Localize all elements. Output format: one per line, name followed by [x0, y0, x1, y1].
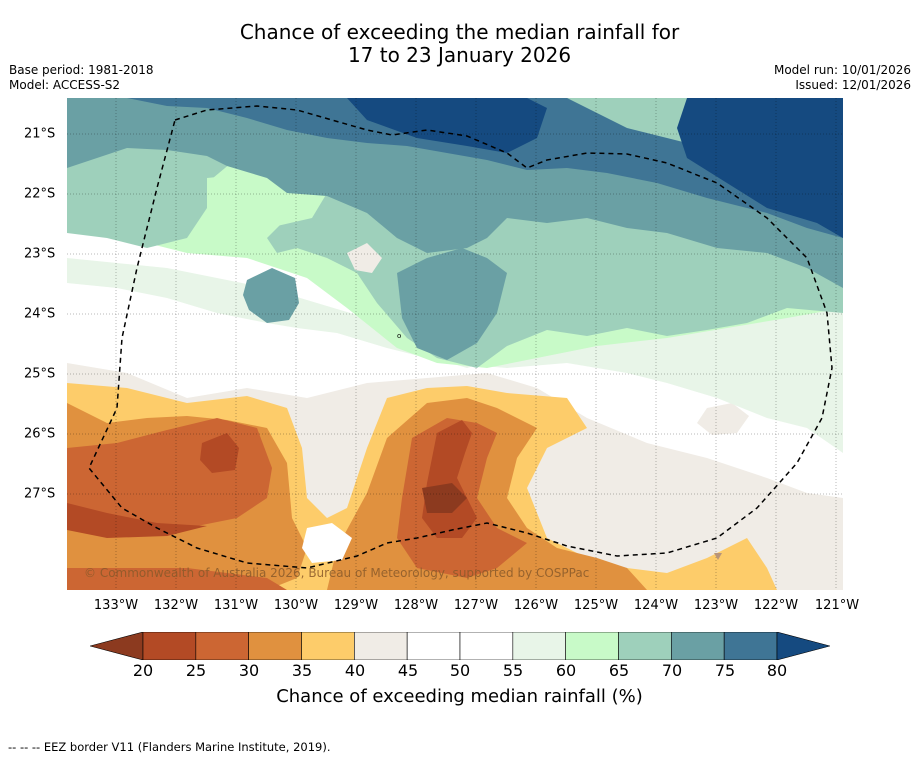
colorbar-segment — [618, 632, 672, 660]
x-tick-label: 128°W — [393, 598, 439, 613]
y-tick-label: 22°S — [24, 186, 56, 202]
y-tick-label: 26°S — [24, 426, 56, 442]
y-tick-label: 23°S — [24, 246, 56, 262]
region-75 — [127, 98, 843, 238]
colorbar-segment — [354, 632, 408, 660]
colorbar-tick-label: 50 — [449, 661, 471, 680]
x-tick-label: 126°W — [513, 598, 559, 613]
region-80b — [677, 98, 843, 238]
x-tick-label: 132°W — [153, 598, 199, 613]
colorbar-segment — [301, 632, 355, 660]
colorbar-tick-label: 80 — [766, 661, 788, 680]
x-tick-label: 130°W — [273, 598, 319, 613]
x-tick-label: 123°W — [693, 598, 739, 613]
title-line-1: Chance of exceeding the median rainfall … — [239, 20, 680, 44]
colorbar-segment — [723, 632, 778, 660]
colorbar-tick-label: 40 — [344, 661, 366, 680]
region-80 — [347, 98, 547, 153]
x-tick-label: 129°W — [333, 598, 379, 613]
region-70-blob-b — [397, 248, 507, 360]
region-45-right — [697, 403, 749, 435]
colorbar-segment — [512, 632, 566, 660]
colorbar-tick-label: 70 — [661, 661, 683, 680]
x-tick-label: 121°W — [814, 598, 860, 613]
marker-triangle — [714, 553, 722, 560]
colorbar-segment — [406, 632, 461, 660]
region-65-blob-b — [347, 243, 382, 273]
y-tick-label: 25°S — [24, 366, 56, 382]
base-period: Base period: 1981-2018 — [9, 63, 154, 77]
issued-date: Issued: 12/01/2026 — [795, 78, 911, 92]
x-tick-label: 125°W — [573, 598, 619, 613]
region-45-dot — [302, 523, 352, 563]
region-25c — [67, 503, 207, 538]
colorbar-title: Chance of exceeding median rainfall (%) — [276, 686, 643, 707]
x-tick-label: 131°W — [213, 598, 259, 613]
marker-label: o — [397, 332, 401, 340]
x-tick-label: 127°W — [453, 598, 499, 613]
region-70 — [67, 98, 843, 288]
colorbar-segment — [142, 632, 197, 660]
colorbar-segment — [248, 632, 302, 660]
x-tick-label: 133°W — [93, 598, 139, 613]
model-run: Model run: 10/01/2026 — [773, 63, 911, 77]
rainfall-map: o — [67, 98, 843, 590]
copyright-note: © Commonwealth of Australia 2026, Bureau… — [84, 566, 590, 580]
colorbar-segment — [195, 632, 249, 660]
colorbar-segment — [459, 632, 514, 660]
y-tick-label: 21°S — [24, 126, 56, 142]
colorbar-arrow-high — [776, 632, 830, 660]
colorbar-segment — [565, 632, 619, 660]
colorbar-segment — [671, 632, 725, 660]
colorbar-tick-label: 20 — [132, 661, 154, 680]
x-tick-label: 124°W — [633, 598, 679, 613]
region-70-blob — [243, 268, 299, 323]
region-30c — [67, 568, 287, 590]
colorbar-tick-label: 35 — [291, 661, 313, 680]
colorbar — [90, 632, 830, 660]
region-20 — [422, 483, 467, 513]
grid-lines — [67, 98, 843, 590]
colorbar-tick-label: 65 — [608, 661, 630, 680]
colorbar-tick-label: 25 — [185, 661, 207, 680]
region-25 — [200, 433, 239, 473]
y-tick-label: 27°S — [24, 486, 56, 502]
colorbar-tick-label: 75 — [714, 661, 736, 680]
colorbar-tick-label: 55 — [502, 661, 524, 680]
colorbar-tick-label: 30 — [238, 661, 260, 680]
colorbar-tick-label: 60 — [555, 661, 577, 680]
colorbar-arrow-low — [90, 632, 144, 660]
eez-legend-note: -- -- -- EEZ border V11 (Flanders Marine… — [8, 740, 331, 754]
model-name: Model: ACCESS-S2 — [9, 78, 121, 92]
y-tick-label: 24°S — [24, 306, 56, 322]
colorbar-tick-label: 45 — [397, 661, 419, 680]
title-line-2: 17 to 23 January 2026 — [347, 43, 572, 67]
x-tick-label: 122°W — [753, 598, 799, 613]
eez-border — [88, 105, 833, 569]
